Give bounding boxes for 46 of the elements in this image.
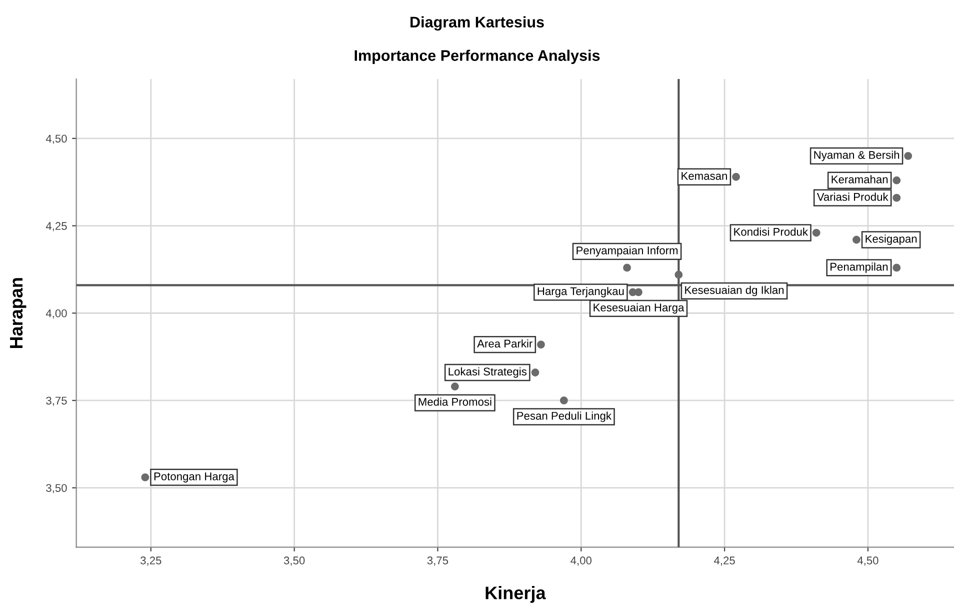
y-tick-label: 4,50 xyxy=(46,134,67,144)
chart-title: Diagram Kartesius xyxy=(410,16,544,31)
annotation: Lokasi Strategis xyxy=(448,367,527,378)
annotation: Kondisi Produk xyxy=(734,228,808,236)
y-axis-title: Harapan xyxy=(10,278,26,348)
x-axis-title: Kinerja xyxy=(486,586,546,603)
annotation: Potongan Harga xyxy=(154,472,234,483)
point xyxy=(141,473,150,482)
point xyxy=(623,264,631,272)
annotation: Variasi Produk xyxy=(816,192,888,201)
annotation: Nyaman & Bersih xyxy=(814,150,900,162)
point xyxy=(892,194,901,202)
x-tick-label: 3,75 xyxy=(427,556,448,566)
x-tick-label: 4,00 xyxy=(570,556,592,566)
x-tick-label: 3,25 xyxy=(140,556,162,566)
annotation: Kemasan xyxy=(682,172,727,180)
annotation: Penyampaian Inform xyxy=(576,246,678,257)
chart-subtitle: Importance Performance Analysis xyxy=(354,50,600,64)
annotation: Pesan Peduli Lingk xyxy=(517,412,612,422)
annotation: Harga Terjangkau xyxy=(538,286,624,298)
annotation: Media Promosi xyxy=(418,398,492,406)
x-tick-label: 4,50 xyxy=(857,556,878,566)
point xyxy=(560,396,568,404)
point xyxy=(634,288,642,296)
point xyxy=(674,270,683,279)
annotation: Kesesuaian Harga xyxy=(594,303,684,314)
x-tick-label: 4,25 xyxy=(714,556,735,566)
y-tick-label: 4,25 xyxy=(46,222,67,232)
annotation: Kesigapan xyxy=(866,234,917,245)
annotation: Keramahan xyxy=(832,175,888,184)
annotation: Penampilan xyxy=(830,262,888,273)
point xyxy=(537,340,545,349)
annotation: Kesesuaian dg Iklan xyxy=(685,286,784,296)
y-tick-label: 3,75 xyxy=(46,396,67,406)
point xyxy=(450,382,459,390)
point xyxy=(892,264,901,272)
y-tick-label: 3,50 xyxy=(46,484,67,494)
point xyxy=(852,236,860,244)
point xyxy=(732,172,740,181)
point xyxy=(892,176,901,184)
point xyxy=(812,228,820,237)
y-tick-label: 4,00 xyxy=(46,309,67,319)
point xyxy=(531,368,540,376)
annotation: Area Parkir xyxy=(477,339,532,348)
point xyxy=(904,152,912,160)
x-tick-label: 3,50 xyxy=(284,556,305,566)
